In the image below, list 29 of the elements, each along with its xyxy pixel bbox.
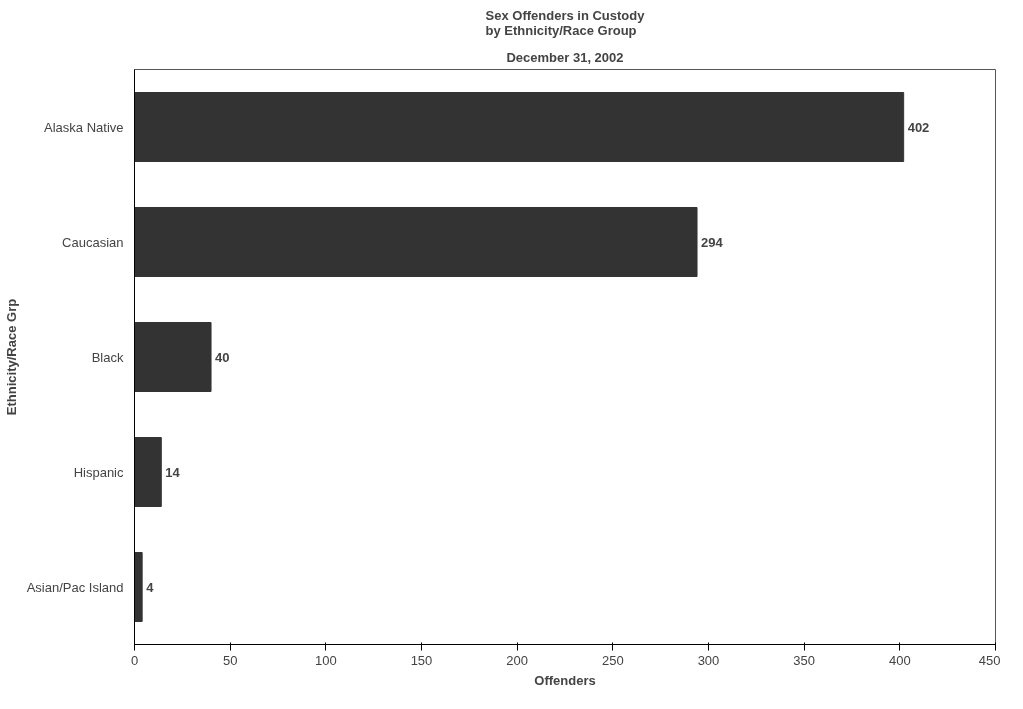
x-tick-label: 450: [978, 652, 1001, 668]
x-tick-label: 100: [314, 652, 337, 668]
x-tick-label: 50: [222, 652, 238, 668]
x-tick-label: 300: [697, 652, 720, 668]
x-tick-label: 350: [793, 652, 816, 668]
y-tick-label: Alaska Native: [44, 119, 124, 135]
y-tick-label: Hispanic: [73, 464, 124, 480]
y-axis-title: Ethnicity/Race Grp: [3, 298, 19, 416]
data-label: 294: [701, 234, 724, 250]
data-label: 14: [165, 464, 181, 480]
y-tick-label: Asian/Pac Island: [26, 579, 124, 595]
x-tick-label: 0: [130, 652, 139, 668]
y-tick-label: Caucasian: [62, 234, 124, 250]
x-tick-label: 250: [601, 652, 624, 668]
bar: [134, 92, 905, 162]
bar: [134, 207, 698, 277]
bar: [134, 322, 212, 392]
bar: [134, 437, 162, 507]
x-axis-title: Offenders: [534, 672, 596, 688]
chart-subtitle: December 31, 2002: [506, 49, 624, 65]
chart-title: Sex Offenders in Custody by Ethnicity/Race Group: [485, 7, 646, 38]
x-tick-label: 400: [888, 652, 911, 668]
x-tick-label: 150: [410, 652, 433, 668]
data-label: 4: [146, 579, 155, 595]
data-label: 40: [215, 349, 230, 365]
x-tick-label: 200: [506, 652, 529, 668]
bar: [134, 552, 143, 622]
data-label: 402: [907, 119, 930, 135]
y-tick-label: Black: [91, 349, 124, 365]
